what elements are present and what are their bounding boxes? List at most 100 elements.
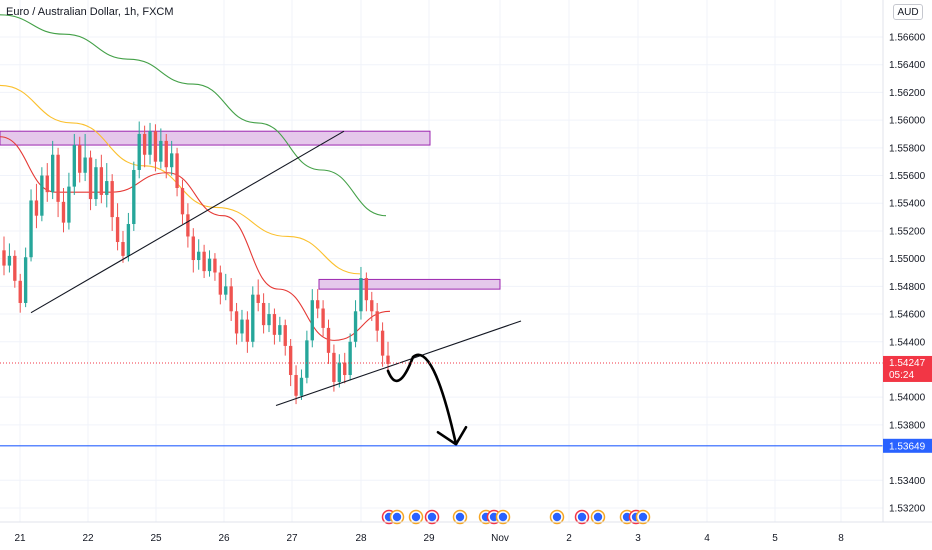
y-tick-label: 1.55200 [889,226,926,237]
candle-countdown: 05:24 [889,370,914,381]
economic-event-icon[interactable] [549,509,565,525]
y-tick-label: 1.54000 [889,393,926,404]
y-tick-label: 1.56200 [889,88,926,99]
moving-average-line [0,14,387,217]
x-tick-label: 28 [355,533,367,544]
x-tick-label: 21 [14,533,26,544]
candle-body [132,169,136,225]
resistance-zone[interactable] [0,130,431,146]
target-level-label: 1.53649 [889,441,926,452]
candle-body [61,201,66,223]
candle-body [83,157,87,173]
candle-body [240,319,244,334]
candle-body [375,311,379,331]
x-tick-label: 3 [635,533,641,544]
y-tick-label: 1.54800 [889,282,926,293]
x-tick-label: 25 [150,533,162,544]
candle-body [88,157,93,200]
candle-body [213,258,217,273]
candle-body [169,153,174,168]
y-tick-label: 1.54400 [889,337,926,348]
candle-body [148,131,152,155]
economic-event-icon[interactable] [635,509,651,525]
y-tick-label: 1.55000 [889,254,926,265]
x-tick-label: 4 [704,533,710,544]
candle-body [299,377,304,396]
economic-event-icon[interactable] [574,509,590,525]
economic-events-row[interactable] [381,509,651,525]
x-tick-label: 8 [838,533,844,544]
resistance-zone[interactable] [318,278,501,290]
candle-body [18,280,22,303]
y-tick-label: 1.54600 [889,310,926,321]
candle-body [50,154,55,193]
candle-body [67,186,71,223]
candle-body [288,345,293,376]
time-axis[interactable]: 21 22 25 26 27 28 29 Nov 2 3 4 5 8 [14,533,844,544]
x-tick-label: 22 [82,533,94,544]
x-tick-label: 26 [218,533,230,544]
candle-body [234,311,239,334]
candle-body [2,250,6,266]
candle-body [272,314,277,335]
candle-body [202,251,206,272]
y-tick-label: 1.53200 [889,504,926,515]
x-tick-label: 27 [286,533,298,544]
target-level-tag [883,438,932,453]
candle-body [110,181,114,218]
x-tick-label: Nov [491,533,509,544]
economic-event-icon[interactable] [495,509,511,525]
candle-body [56,154,60,202]
candle-body [175,153,179,188]
candle-body [23,257,28,303]
x-tick-label: 2 [566,533,572,544]
candle-body [191,236,195,261]
candle-body [72,145,76,187]
candle-body [99,167,104,195]
y-tick-label: 1.55400 [889,199,926,210]
candle-body [159,140,163,162]
y-tick-label: 1.55600 [889,171,926,182]
projection-arrowhead [436,425,468,446]
y-tick-label: 1.56400 [889,60,926,71]
candle-body [137,133,141,170]
current-price-tag [883,355,932,382]
candle-body [316,300,320,309]
candle-body [370,300,374,312]
economic-event-icon[interactable] [452,509,468,525]
y-tick-label: 1.56000 [889,116,926,127]
candle-body [332,352,336,382]
economic-event-icon[interactable] [389,509,405,525]
price-axis[interactable]: 1.56600 1.56400 1.56200 1.56000 1.55800 1.556… [889,33,926,515]
candle-body [34,200,39,216]
candle-body [326,327,331,353]
trendline[interactable] [275,320,522,407]
current-price-label: 1.54247 [889,358,926,369]
candle-body [115,217,120,243]
trendline[interactable] [30,130,345,314]
y-tick-label: 1.56600 [889,33,926,44]
price-levels [0,362,883,447]
y-tick-label: 1.53800 [889,420,926,431]
economic-event-icon[interactable] [408,509,424,525]
candle-body [359,278,363,312]
candle-body [126,224,131,256]
candle-body [283,325,287,346]
economic-event-icon[interactable] [590,509,606,525]
currency-badge[interactable]: AUD [893,4,923,20]
candle-body [180,187,185,215]
economic-event-icon[interactable] [424,509,440,525]
candle-body [229,286,233,312]
candle-body [153,131,158,162]
candle-body [380,330,385,356]
candle-body [256,294,260,303]
candle-body [278,325,282,335]
candle-body [197,251,201,261]
candle-body [310,300,314,341]
candle-body [343,362,347,376]
candle-body [142,133,147,155]
chart-grid [0,0,883,522]
projection-path[interactable] [386,353,458,446]
